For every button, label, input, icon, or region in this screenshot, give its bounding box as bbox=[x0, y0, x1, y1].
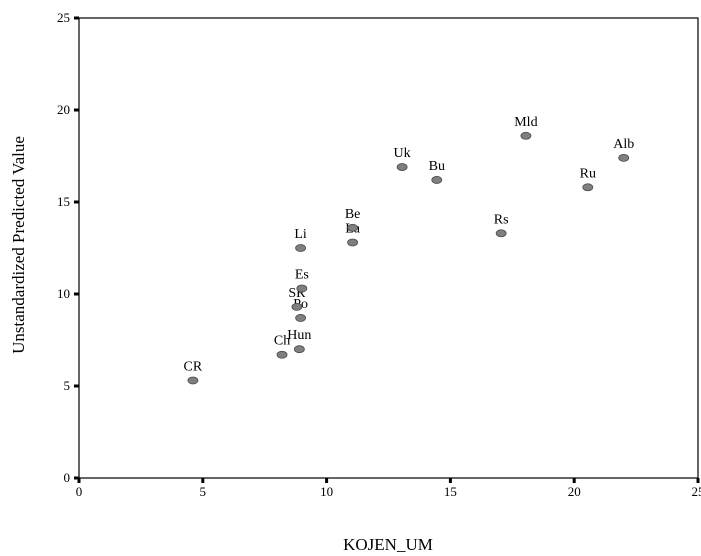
data-point bbox=[618, 153, 630, 162]
y-axis-title: Unstandardized Predicted Value bbox=[9, 136, 28, 354]
data-point bbox=[520, 131, 532, 140]
point-label: Mld bbox=[514, 115, 537, 130]
data-point bbox=[431, 176, 443, 184]
data-point bbox=[495, 229, 507, 238]
x-tick-label: 25 bbox=[692, 484, 701, 499]
x-tick-label: 15 bbox=[444, 484, 457, 499]
data-point bbox=[276, 350, 288, 359]
data-point bbox=[295, 314, 307, 322]
x-tick-label: 5 bbox=[200, 484, 207, 499]
y-tick-label: 25 bbox=[57, 10, 70, 25]
data-point bbox=[347, 223, 358, 232]
point-label: Bu bbox=[429, 159, 445, 174]
point-label: CR bbox=[184, 359, 203, 374]
x-tick-label: 10 bbox=[320, 484, 333, 499]
x-axis: 0 5 10 15 20 25 bbox=[76, 478, 701, 499]
x-tick-label: 0 bbox=[76, 484, 83, 499]
data-point bbox=[296, 284, 308, 293]
y-tick-label: 0 bbox=[64, 470, 71, 485]
data-point bbox=[293, 345, 305, 354]
point-label: Li bbox=[294, 227, 307, 242]
point-label: Alb bbox=[613, 137, 634, 152]
data-point bbox=[295, 244, 307, 252]
point-label: Hun bbox=[287, 328, 311, 343]
point-label: Ru bbox=[580, 166, 596, 181]
data-point bbox=[187, 376, 199, 385]
point-label: Uk bbox=[394, 146, 411, 161]
y-tick-label: 20 bbox=[57, 102, 70, 117]
data-point bbox=[582, 183, 594, 192]
y-tick-label: 5 bbox=[64, 378, 71, 393]
y-tick-label: 15 bbox=[57, 194, 70, 209]
point-label: Rs bbox=[494, 212, 509, 227]
point-label: Be bbox=[345, 207, 361, 222]
y-axis: 0 5 10 15 20 25 bbox=[57, 10, 79, 485]
point-label: Es bbox=[295, 267, 309, 282]
plot-area bbox=[78, 17, 699, 479]
data-point bbox=[347, 238, 358, 247]
data-point bbox=[396, 163, 408, 171]
y-tick-label: 10 bbox=[57, 286, 70, 301]
point-label: Ch bbox=[274, 334, 290, 349]
data-points: CRChHunPoSREsLiLaBeUkBuRsMldRuAlb bbox=[184, 115, 634, 385]
x-axis-title: KOJEN_UM bbox=[343, 535, 433, 554]
data-point bbox=[291, 302, 303, 311]
x-tick-label: 20 bbox=[568, 484, 581, 499]
